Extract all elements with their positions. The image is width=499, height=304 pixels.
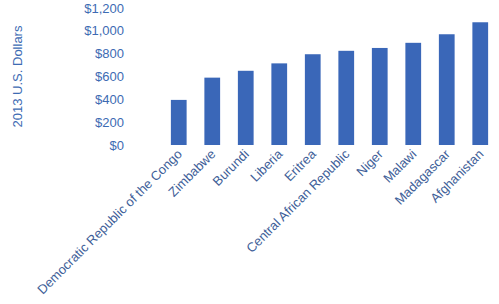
y-tick-label: $600 — [95, 69, 124, 84]
y-axis-title: 2013 U.S. Dollars — [10, 25, 25, 127]
bar — [204, 78, 220, 145]
chart: $0 $200 $400 $600 $800 $1,000 $1,200 2013 U.S. … — [0, 0, 499, 304]
bar — [372, 48, 388, 145]
x-tick-label: Central African Republic — [243, 146, 353, 256]
x-tick-label: Burundi — [210, 146, 252, 188]
bars — [171, 22, 488, 145]
bar — [439, 34, 455, 145]
y-tick-label: $400 — [95, 92, 124, 107]
bar — [405, 43, 421, 145]
y-tick-label: $0 — [110, 138, 124, 153]
x-tick-label: Afghanistan — [427, 147, 486, 206]
x-tick-label: Democratic Republic of the Congo — [34, 147, 185, 298]
y-tick-label: $800 — [95, 46, 124, 61]
bar — [271, 63, 287, 145]
bar — [171, 100, 187, 145]
bar — [338, 51, 354, 145]
bar — [472, 22, 488, 145]
x-tick-label: Zimbabwe — [165, 147, 218, 200]
x-tick-label: Liberia — [247, 146, 286, 185]
y-tick-label: $200 — [95, 115, 124, 130]
bar — [238, 71, 254, 145]
y-tick-label: $1,200 — [84, 1, 124, 16]
y-tick-label: $1,000 — [84, 23, 124, 38]
bar — [305, 54, 321, 145]
